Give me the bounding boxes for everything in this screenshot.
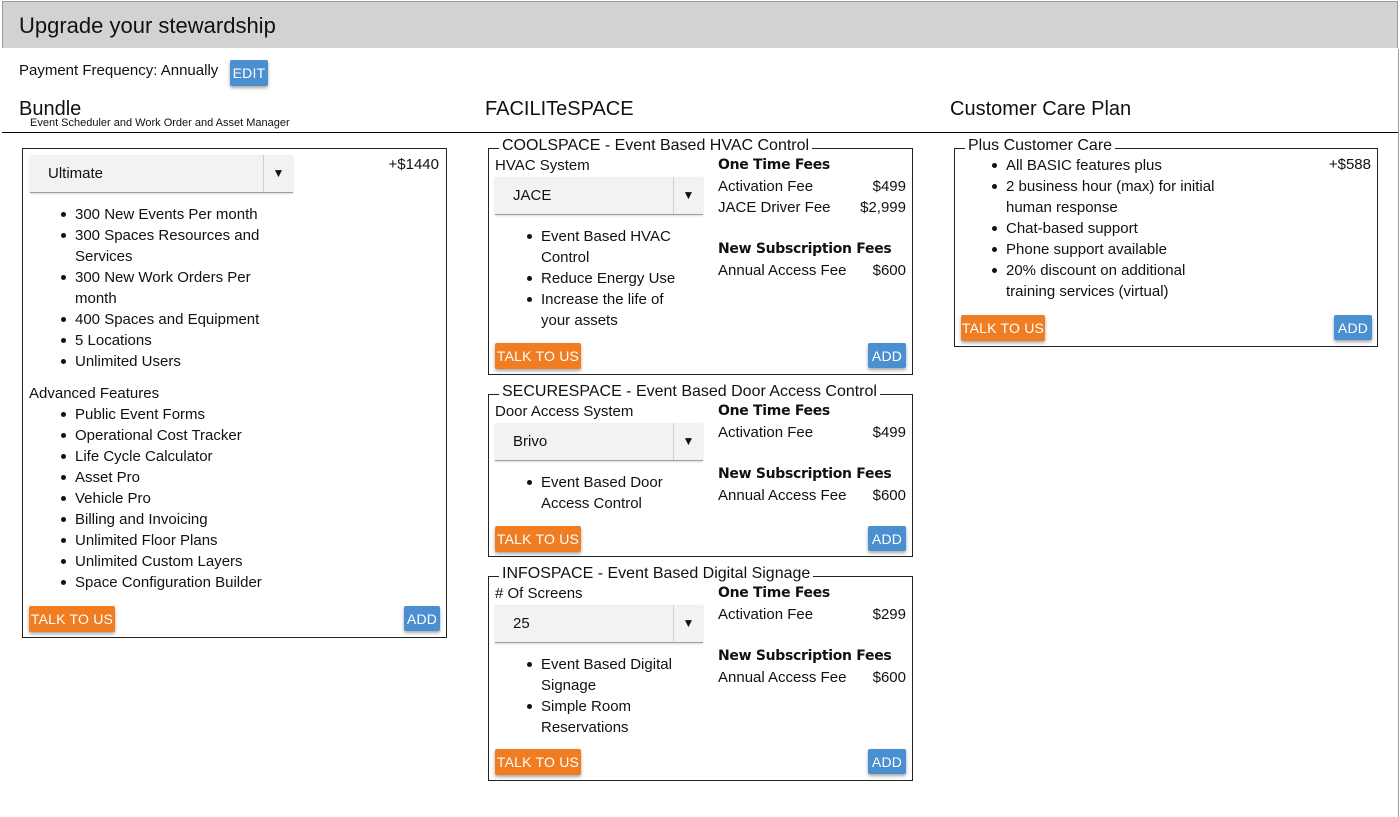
bundle-select-value: Ultimate (48, 165, 104, 182)
bundle-price: +$1440 (388, 156, 439, 173)
list-item: Space Configuration Builder (29, 572, 329, 593)
advanced-features-heading: Advanced Features (29, 385, 160, 402)
list-item: Simple Room Reservations (495, 696, 685, 738)
customer-care-talk-button[interactable]: TALK TO US (961, 315, 1045, 341)
securespace-fees: One Time Fees Activation Fee $499 New Sub… (718, 401, 906, 506)
page-header: Upgrade your stewardship (2, 1, 1398, 48)
hvac-select-value: JACE (513, 187, 552, 204)
list-item: 5 Locations (29, 330, 289, 351)
chevron-down-icon: ▼ (673, 423, 703, 460)
securespace-card: SECURESPACE - Event Based Door Access Co… (488, 383, 913, 557)
door-access-select[interactable]: Brivo ▼ (495, 423, 703, 461)
page-title: Upgrade your stewardship (19, 13, 276, 38)
list-item: Unlimited Custom Layers (29, 551, 329, 572)
list-item: Asset Pro (29, 467, 329, 488)
bundle-section-title: Bundle (19, 98, 82, 120)
chevron-down-icon: ▼ (673, 605, 703, 642)
list-item: 300 Spaces Resources and Services (29, 225, 289, 267)
bundle-feature-list: 300 New Events Per month 300 Spaces Reso… (29, 204, 289, 372)
page-border (1398, 49, 1399, 817)
list-item: Unlimited Users (29, 351, 289, 372)
hvac-system-label: HVAC System (495, 157, 590, 174)
customer-care-price: +$588 (1328, 156, 1371, 173)
bundle-subtitle: Event Scheduler and Work Order and Asset… (30, 117, 290, 129)
list-item: 20% discount on additional training serv… (960, 260, 1228, 302)
fee-row: Activation Fee $499 (718, 178, 906, 195)
coolspace-card: COOLSPACE - Event Based HVAC Control HVA… (488, 137, 913, 375)
one-time-fees-heading: One Time Fees (718, 157, 830, 173)
one-time-fees-heading: One Time Fees (718, 403, 830, 419)
door-access-label: Door Access System (495, 403, 634, 420)
securespace-talk-button[interactable]: TALK TO US (495, 526, 581, 552)
coolspace-title: COOLSPACE - Event Based HVAC Control (499, 137, 813, 155)
list-item: 2 business hour (max) for initial human … (960, 176, 1228, 218)
infospace-fees: One Time Fees Activation Fee $299 New Sub… (718, 583, 906, 688)
screens-label: # Of Screens (495, 585, 583, 602)
infospace-talk-button[interactable]: TALK TO US (495, 749, 581, 775)
fee-row: Annual Access Fee $600 (718, 262, 906, 279)
customer-care-card: Plus Customer Care +$588 All BASIC featu… (954, 137, 1378, 347)
customer-care-section-title: Customer Care Plan (950, 98, 1132, 120)
coolspace-add-button[interactable]: ADD (868, 343, 906, 368)
customer-care-add-button[interactable]: ADD (1334, 315, 1372, 340)
bundle-add-button[interactable]: ADD (404, 606, 440, 631)
subscription-fees-heading: New Subscription Fees (718, 648, 892, 664)
section-divider (2, 132, 1398, 133)
list-item: All BASIC features plus (960, 155, 1228, 176)
list-item: Reduce Energy Use (495, 268, 685, 289)
one-time-fees-heading: One Time Fees (718, 585, 830, 601)
customer-care-title: Plus Customer Care (965, 137, 1116, 155)
bundle-talk-button[interactable]: TALK TO US (29, 606, 115, 632)
securespace-feature-list: Event Based Door Access Control (495, 472, 685, 514)
fee-row: Annual Access Fee $600 (718, 487, 906, 504)
infospace-title: INFOSPACE - Event Based Digital Signage (499, 565, 814, 583)
fee-row: Annual Access Fee $600 (718, 669, 906, 686)
subscription-fees-heading: New Subscription Fees (718, 241, 892, 257)
list-item: Public Event Forms (29, 404, 329, 425)
list-item: Chat-based support (960, 218, 1228, 239)
list-item: Billing and Invoicing (29, 509, 329, 530)
list-item: 400 Spaces and Equipment (29, 309, 289, 330)
screens-select-value: 25 (513, 615, 530, 632)
fee-row: JACE Driver Fee $2,999 (718, 199, 906, 216)
screens-select[interactable]: 25 ▼ (495, 605, 703, 643)
list-item: Operational Cost Tracker (29, 425, 329, 446)
fee-row: Activation Fee $499 (718, 424, 906, 441)
infospace-card: INFOSPACE - Event Based Digital Signage … (488, 565, 913, 781)
advanced-feature-list: Public Event Forms Operational Cost Trac… (29, 404, 329, 593)
coolspace-talk-button[interactable]: TALK TO US (495, 343, 581, 369)
subscription-fees-heading: New Subscription Fees (718, 466, 892, 482)
edit-frequency-button[interactable]: EDIT (230, 60, 268, 86)
customer-care-feature-list: All BASIC features plus 2 business hour … (960, 155, 1228, 302)
list-item: 300 New Work Orders Per month (29, 267, 289, 309)
door-access-select-value: Brivo (513, 433, 548, 450)
list-item: Event Based HVAC Control (495, 226, 685, 268)
hvac-system-select[interactable]: JACE ▼ (495, 177, 703, 215)
infospace-add-button[interactable]: ADD (868, 749, 906, 774)
coolspace-fees: One Time Fees Activation Fee $499 JACE Dr… (718, 155, 906, 281)
chevron-down-icon: ▼ (673, 177, 703, 214)
bundle-select[interactable]: Ultimate ▼ (30, 155, 293, 193)
list-item: Unlimited Floor Plans (29, 530, 329, 551)
coolspace-feature-list: Event Based HVAC Control Reduce Energy U… (495, 226, 685, 331)
list-item: Event Based Door Access Control (495, 472, 685, 514)
list-item: Vehicle Pro (29, 488, 329, 509)
facilitespace-section-title: FACILITeSPACE (485, 98, 634, 120)
fee-row: Activation Fee $299 (718, 606, 906, 623)
securespace-title: SECURESPACE - Event Based Door Access Co… (499, 383, 880, 401)
securespace-add-button[interactable]: ADD (868, 526, 906, 551)
infospace-feature-list: Event Based Digital Signage Simple Room … (495, 654, 685, 738)
list-item: 300 New Events Per month (29, 204, 289, 225)
list-item: Event Based Digital Signage (495, 654, 685, 696)
bundle-card: Ultimate ▼ +$1440 300 New Events Per mon… (22, 148, 447, 638)
list-item: Phone support available (960, 239, 1228, 260)
list-item: Life Cycle Calculator (29, 446, 329, 467)
chevron-down-icon: ▼ (263, 155, 293, 192)
payment-frequency-label: Payment Frequency: Annually (19, 62, 219, 79)
list-item: Increase the life of your assets (495, 289, 685, 331)
